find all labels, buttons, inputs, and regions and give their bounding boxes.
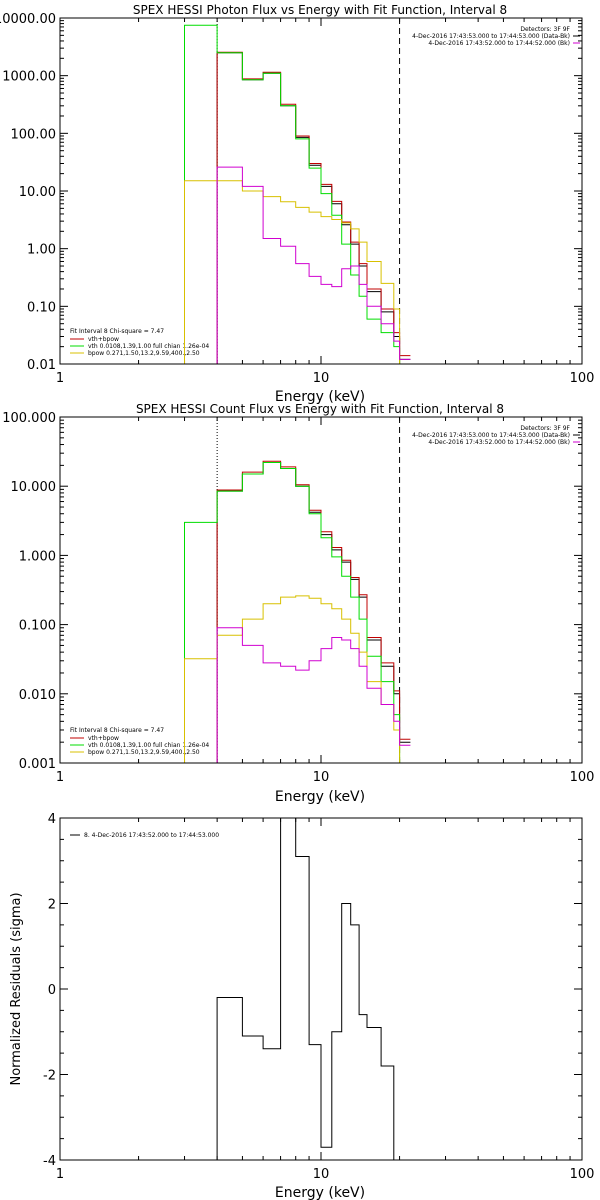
count-flux-series-bk [216, 627, 411, 763]
photon-flux-plot-frame [59, 17, 583, 365]
photon-flux-y-tick-label: 10.00 [19, 185, 56, 200]
residuals-x-axis-label: Energy (keV) [275, 1185, 365, 1200]
photon-flux-y-tick-label: 0.01 [27, 358, 56, 373]
photon-flux-y-tick-label: 1000.00 [2, 70, 56, 85]
residuals-legend-entry: 8. 4-Dec-2016 17:43:52.000 to 17:44:53.0… [84, 832, 219, 839]
residuals-y-tick-label: -4 [43, 1154, 56, 1169]
count-flux-legend: Fit Interval 8 Chi-square = 7.47 vth+bpo… [70, 727, 209, 756]
residuals-x-tick-label: 10 [313, 1167, 330, 1182]
photon-flux-series-line [216, 166, 411, 364]
photon-flux-series-vth [184, 24, 401, 364]
count-flux-x-tick-label: 10 [313, 770, 330, 785]
residuals-y-axis-label: Normalized Residuals (sigma) [9, 892, 24, 1085]
count-flux-header-line-3: 4-Dec-2016 17:43:52.000 to 17:44:52.000 … [428, 439, 570, 446]
count-flux-y-tick-label: 1.000 [19, 549, 56, 564]
count-flux-legend-bpow: bpow 0.271,1.50,13.2,9.59,400.,2.50 [88, 749, 200, 756]
residuals-x-tick-label: 1 [56, 1167, 64, 1182]
photon-flux-header-line-3: 4-Dec-2016 17:43:52.000 to 17:44:52.000 … [428, 40, 570, 47]
photon-flux-y-tick-label: 100.00 [11, 127, 57, 142]
count-flux-y-tick-label: 0.001 [19, 757, 56, 772]
photon-flux-x-tick-label: 100 [570, 371, 595, 386]
photon-flux-x-tick-label: 10 [313, 371, 330, 386]
count-flux-y-tick-label: 0.010 [19, 688, 56, 703]
count-flux-series-bpow [184, 595, 401, 763]
residuals-series-line [216, 817, 395, 1160]
photon-flux-x-axis-label: Energy (keV) [275, 389, 365, 405]
photon-flux-legend-fit-info: Fit Interval 8 Chi-square = 7.47 [70, 328, 164, 335]
count-flux-title: SPEX HESSI Count Flux vs Energy with Fit… [136, 402, 504, 416]
count-flux-y-tick-label: 10.000 [11, 480, 57, 495]
count-flux-y-tick-label: 100.000 [2, 411, 56, 426]
photon-flux-axes: 1 10 100 0.01 0.10 1.00 10.00 100.00 1000.00 1000… [0, 12, 594, 386]
residuals-y-tick-label: 2 [48, 898, 56, 913]
count-flux-axes: 1 10 100 0.001 0.010 0.100 1.000 10.000 100.000 [2, 411, 594, 785]
count-flux-header-line-2: 4-Dec-2016 17:43:53.000 to 17:44:53.000 … [412, 432, 570, 439]
residuals-y-tick-label: 4 [48, 812, 56, 827]
photon-flux-header-line-2: 4-Dec-2016 17:43:53.000 to 17:44:53.000 … [412, 33, 570, 40]
count-flux-x-tick-label: 1 [56, 770, 64, 785]
count-flux-series-line [184, 595, 401, 763]
photon-flux-y-tick-label: 0.10 [27, 300, 56, 315]
count-flux-series-line [216, 627, 411, 763]
photon-flux-legend-bpow: bpow 0.271,1.50,13.2,9.59,400.,2.50 [88, 350, 200, 357]
count-flux-plot-frame [59, 416, 583, 764]
residuals-y-tick-label: -2 [43, 1069, 56, 1084]
count-flux-legend-vth: vth 0.0108,1.39,1.00 full chian 1.26e-04 [88, 742, 209, 749]
photon-flux-series-line [184, 24, 401, 364]
count-flux-y-tick-label: 0.100 [19, 619, 56, 634]
count-flux-x-tick-label: 100 [570, 770, 595, 785]
photon-flux-y-tick-label: 10000.00 [0, 12, 56, 27]
photon-flux-header-line-1: Detectors: 3F 9F [520, 26, 570, 33]
photon-flux-x-tick-label: 1 [56, 371, 64, 386]
residuals-y-tick-label: 0 [48, 983, 56, 998]
count-flux-x-axis-label: Energy (keV) [275, 789, 365, 805]
count-flux-header-line-1: Detectors: 3F 9F [520, 425, 570, 432]
photon-flux-y-tick-label: 1.00 [27, 243, 56, 258]
photon-flux-header: Detectors: 3F 9F 4-Dec-2016 17:43:53.000… [412, 26, 570, 47]
photon-flux-legend-vth: vth 0.0108,1.39,1.00 full chian 1.26e-04 [88, 343, 209, 350]
count-flux-series-line [184, 462, 401, 763]
count-flux-panel: SPEX HESSI Count Flux vs Energy with Fit… [2, 402, 594, 805]
count-flux-header: Detectors: 3F 9F 4-Dec-2016 17:43:53.000… [412, 425, 570, 446]
residuals-plot-frame [59, 817, 583, 1161]
residuals-x-tick-label: 100 [570, 1167, 595, 1182]
photon-flux-title: SPEX HESSI Photon Flux vs Energy with Fi… [133, 3, 507, 17]
photon-flux-legend-total: vth+bpow [88, 336, 119, 343]
residuals-panel: Energy (keV) Normalized Residuals (sigma… [9, 812, 594, 1200]
count-flux-series-vth [184, 462, 401, 763]
photon-flux-series-bk [216, 166, 411, 364]
photon-flux-panel: SPEX HESSI Photon Flux vs Energy with Fi… [0, 3, 594, 405]
photon-flux-legend: Fit Interval 8 Chi-square = 7.47 vth+bpo… [70, 328, 209, 357]
residuals-series-8-4-dec-2016-17-43-52-000-to-17-44-53-000 [216, 817, 395, 1160]
count-flux-legend-total: vth+bpow [88, 735, 119, 742]
residuals-legend: 8. 4-Dec-2016 17:43:52.000 to 17:44:53.0… [84, 832, 219, 839]
count-flux-legend-fit-info: Fit Interval 8 Chi-square = 7.47 [70, 727, 164, 734]
